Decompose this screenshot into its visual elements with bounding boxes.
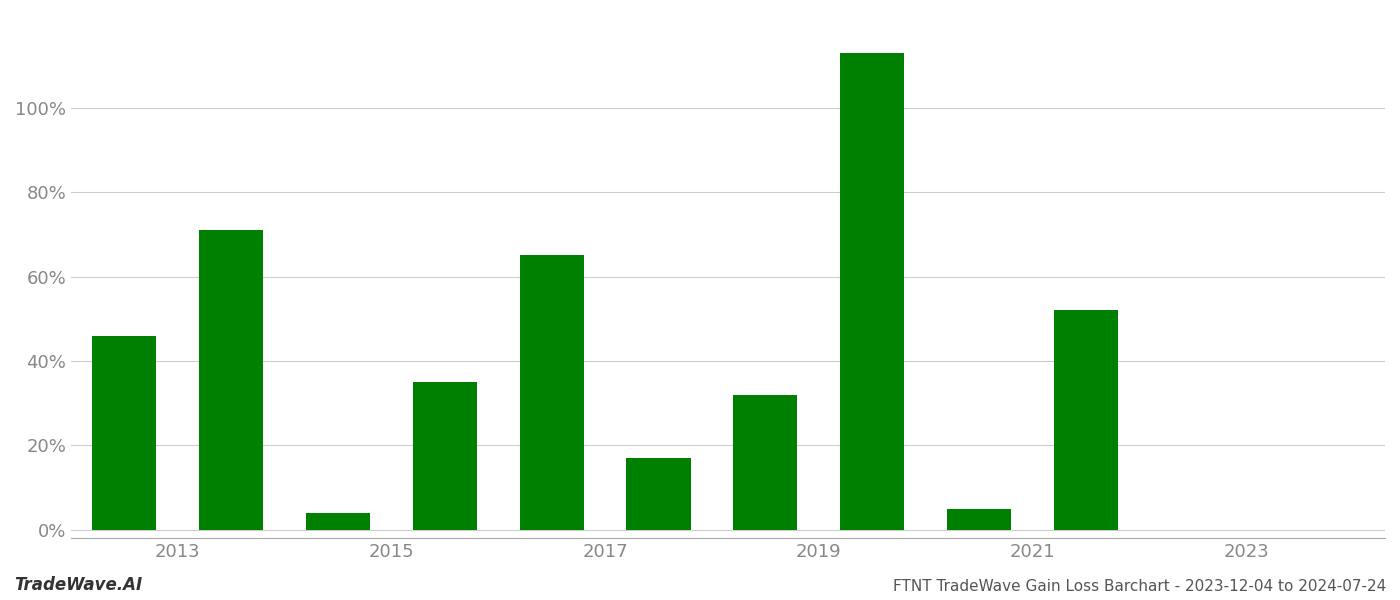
Bar	[519, 256, 584, 530]
Bar	[92, 335, 157, 530]
Text: FTNT TradeWave Gain Loss Barchart - 2023-12-04 to 2024-07-24: FTNT TradeWave Gain Loss Barchart - 2023…	[893, 579, 1386, 594]
Bar	[734, 395, 798, 530]
Text: TradeWave.AI: TradeWave.AI	[14, 576, 143, 594]
Bar	[413, 382, 477, 530]
Bar	[840, 53, 904, 530]
Bar	[1054, 310, 1117, 530]
Bar	[307, 513, 370, 530]
Bar	[199, 230, 263, 530]
Bar	[626, 458, 690, 530]
Bar	[946, 509, 1011, 530]
